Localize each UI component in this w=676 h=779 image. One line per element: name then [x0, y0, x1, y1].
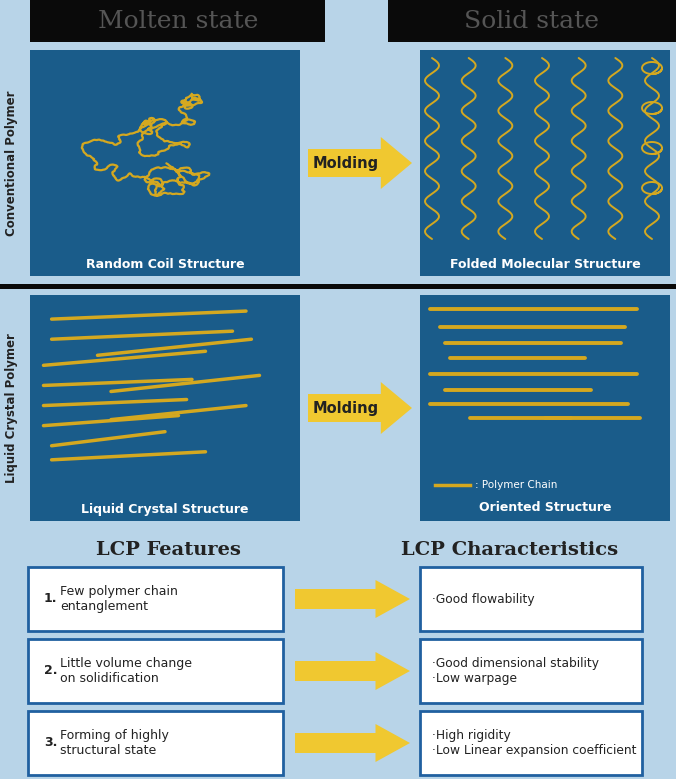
Polygon shape — [295, 733, 375, 753]
Text: : Polymer Chain: : Polymer Chain — [475, 480, 558, 490]
Text: Molten state: Molten state — [98, 9, 258, 33]
Polygon shape — [381, 137, 412, 189]
Polygon shape — [375, 580, 410, 618]
Text: 1.: 1. — [44, 593, 57, 605]
Polygon shape — [295, 589, 375, 609]
Polygon shape — [375, 652, 410, 690]
Text: Forming of highly
structural state: Forming of highly structural state — [60, 729, 169, 757]
FancyBboxPatch shape — [420, 639, 642, 703]
Bar — [420, 50, 670, 276]
FancyBboxPatch shape — [420, 711, 642, 775]
Text: LCP Characteristics: LCP Characteristics — [402, 541, 619, 559]
Polygon shape — [375, 724, 410, 762]
Polygon shape — [308, 150, 381, 177]
Text: Liquid Crystal Structure: Liquid Crystal Structure — [81, 503, 249, 516]
Text: Liquid Crystal Polymer: Liquid Crystal Polymer — [5, 333, 18, 483]
Polygon shape — [308, 394, 381, 421]
Text: Molding: Molding — [312, 400, 379, 415]
FancyBboxPatch shape — [420, 567, 642, 631]
Text: Folded Molecular Structure: Folded Molecular Structure — [450, 259, 640, 272]
Bar — [388, 0, 676, 42]
Text: 2.: 2. — [44, 664, 57, 678]
Text: LCP Features: LCP Features — [95, 541, 241, 559]
Bar — [420, 295, 670, 521]
Bar — [0, 284, 676, 289]
Text: Random Coil Structure: Random Coil Structure — [86, 259, 244, 272]
Bar — [30, 295, 300, 521]
Text: Oriented Structure: Oriented Structure — [479, 500, 611, 513]
Text: 3.: 3. — [44, 736, 57, 749]
Polygon shape — [381, 382, 412, 434]
Text: Solid state: Solid state — [464, 9, 600, 33]
Bar — [30, 50, 300, 276]
FancyBboxPatch shape — [28, 711, 283, 775]
Text: ·Good flowability: ·Good flowability — [432, 593, 535, 605]
Text: ·Good dimensional stability
·Low warpage: ·Good dimensional stability ·Low warpage — [432, 657, 599, 685]
Text: ·High rigidity
·Low Linear expansion coefficient: ·High rigidity ·Low Linear expansion coe… — [432, 729, 637, 757]
FancyBboxPatch shape — [28, 639, 283, 703]
Text: Little volume change
on solidification: Little volume change on solidification — [60, 657, 192, 685]
Polygon shape — [295, 661, 375, 681]
Text: Few polymer chain
entanglement: Few polymer chain entanglement — [60, 585, 178, 613]
Text: Conventional Polymer: Conventional Polymer — [5, 90, 18, 236]
Text: Molding: Molding — [312, 156, 379, 171]
FancyBboxPatch shape — [28, 567, 283, 631]
Bar — [30, 0, 325, 42]
